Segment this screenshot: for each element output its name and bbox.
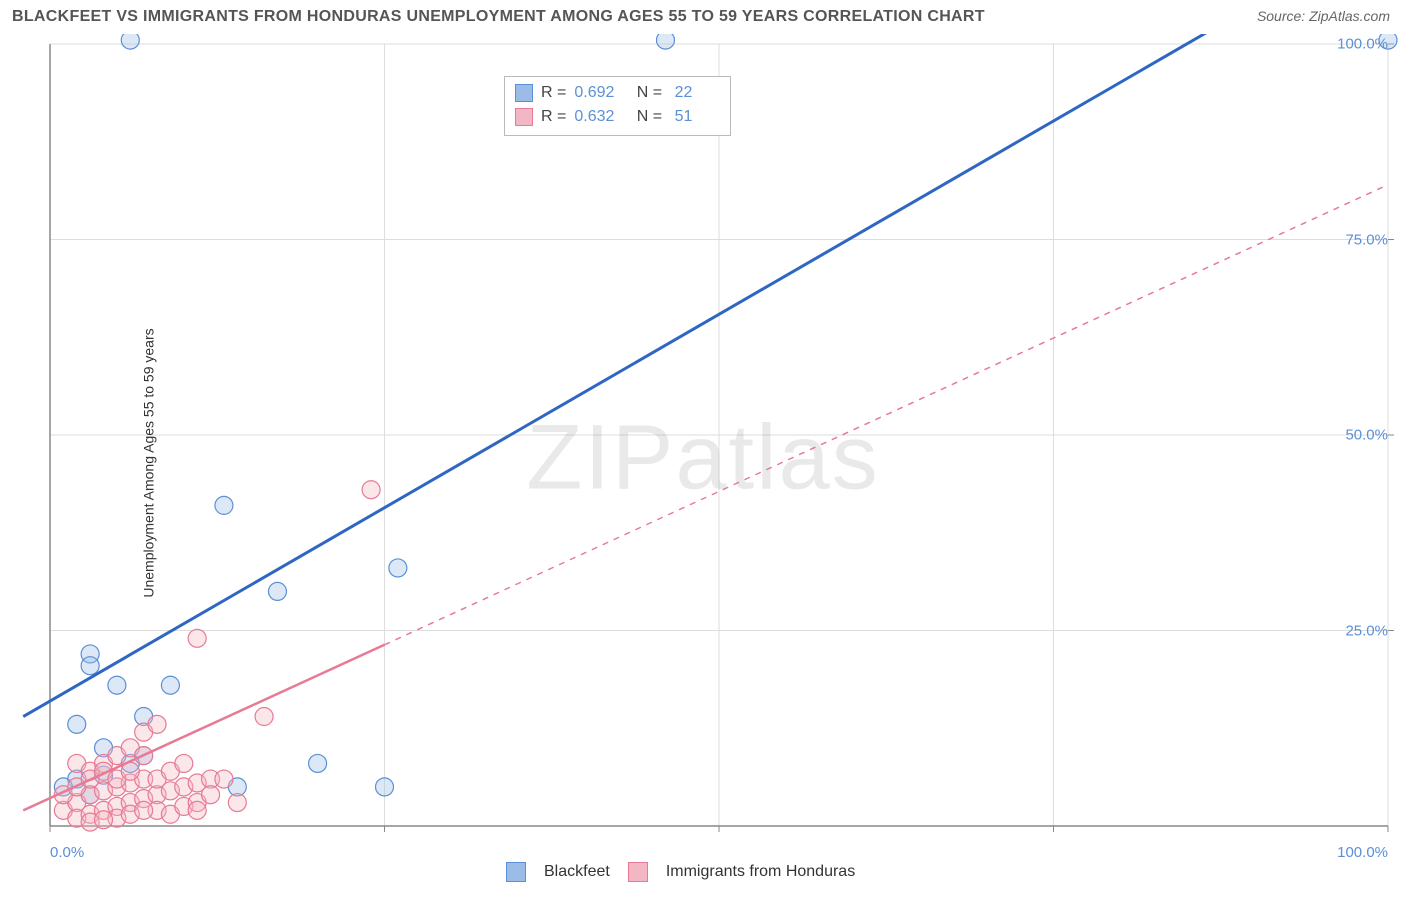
n-value: 22 [670,81,720,105]
y-tick-label: 25.0% [1345,622,1388,639]
n-label: N = [632,105,662,129]
x-tick-label: 100.0% [1337,844,1388,861]
n-value: 51 [670,105,720,129]
y-tick-label: 75.0% [1345,231,1388,248]
legend: Blackfeet Immigrants from Honduras [506,862,855,882]
stats-box: R = 0.692 N = 22 R = 0.632 N = 51 [504,76,731,136]
source-label: Source: ZipAtlas.com [1257,8,1390,24]
legend-label: Blackfeet [544,863,610,881]
x-tick-label: 0.0% [50,844,84,861]
n-label: N = [632,81,662,105]
stats-row: R = 0.692 N = 22 [515,81,720,105]
legend-swatch [515,108,533,126]
chart-container: Unemployment Among Ages 55 to 59 years Z… [0,34,1406,892]
y-axis-label: Unemployment Among Ages 55 to 59 years [141,328,157,597]
r-value: 0.692 [574,81,624,105]
legend-swatch [628,862,648,882]
r-label: R = [541,105,566,129]
r-label: R = [541,81,566,105]
stats-row: R = 0.632 N = 51 [515,105,720,129]
scatter-chart [0,34,1406,892]
legend-label: Immigrants from Honduras [666,863,855,881]
y-tick-label: 100.0% [1337,36,1388,53]
legend-swatch [506,862,526,882]
chart-title: BLACKFEET VS IMMIGRANTS FROM HONDURAS UN… [12,8,985,26]
y-tick-label: 50.0% [1345,427,1388,444]
r-value: 0.632 [574,105,624,129]
legend-swatch [515,84,533,102]
